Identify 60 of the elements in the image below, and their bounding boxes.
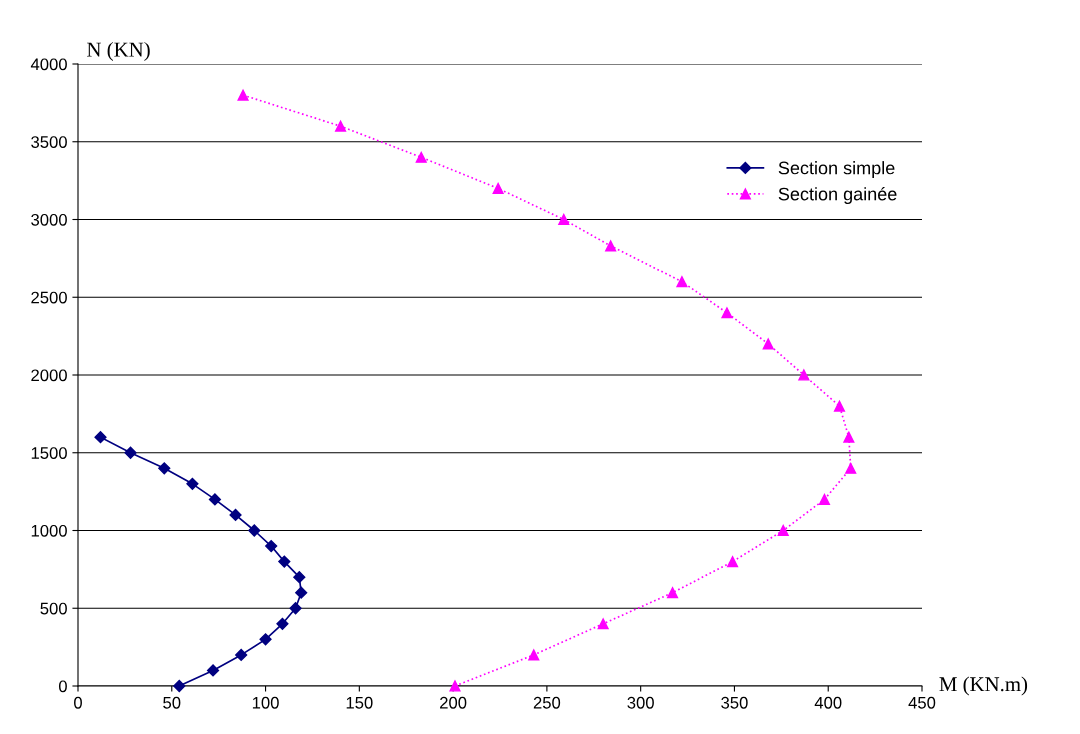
- point: [265, 539, 278, 553]
- x-tick-label: 350: [721, 696, 748, 709]
- x-tick-label: 300: [627, 696, 654, 709]
- point: [777, 524, 789, 537]
- point: [597, 618, 609, 630]
- point: [676, 276, 688, 288]
- point: [94, 431, 107, 444]
- y-tick-label: 4000: [30, 58, 67, 71]
- point: [528, 649, 540, 661]
- point: [727, 556, 739, 568]
- point: [335, 120, 347, 132]
- point: [843, 431, 855, 443]
- x-tick-label: 450: [908, 696, 936, 709]
- point: [289, 602, 302, 615]
- point: [818, 493, 831, 505]
- point: [158, 462, 171, 475]
- point: [208, 493, 222, 506]
- point: [415, 151, 427, 163]
- y-tick-label: 3000: [31, 213, 67, 226]
- point: [278, 555, 291, 568]
- point: [229, 508, 242, 522]
- point: [721, 307, 733, 319]
- point: [248, 524, 261, 537]
- y-tick-label: 500: [40, 602, 67, 615]
- y-tick-label: 1500: [31, 447, 67, 459]
- point: [449, 680, 461, 692]
- point: [492, 182, 504, 194]
- x-tick-label: 0: [74, 696, 82, 709]
- x-tick-label: 150: [346, 696, 373, 709]
- legend-label: Section simple: [778, 161, 895, 178]
- point: [558, 213, 570, 226]
- y-tick-label: 2500: [31, 291, 67, 304]
- point: [206, 664, 220, 677]
- x-tick-label: 50: [163, 696, 181, 709]
- x-axis-title: M (KN.m): [939, 676, 1028, 696]
- x-tick-label: 400: [814, 696, 842, 709]
- x-tick-label: 100: [252, 696, 279, 709]
- legend-label: Section gainée: [778, 186, 897, 205]
- y-tick-label: 3500: [31, 136, 67, 148]
- point: [235, 648, 248, 661]
- y-axis-title: N (KN): [87, 42, 150, 61]
- y-tick-label: 1000: [31, 524, 67, 537]
- x-tick-label: 200: [440, 696, 467, 709]
- point: [276, 617, 289, 630]
- point: [605, 240, 617, 252]
- point: [259, 633, 272, 646]
- point: [293, 571, 306, 584]
- point: [845, 462, 857, 474]
- point: [237, 89, 249, 101]
- x-tick-label: 250: [533, 696, 561, 709]
- point: [295, 586, 308, 599]
- point: [833, 400, 846, 412]
- point: [124, 446, 137, 459]
- point: [666, 587, 679, 599]
- y-tick-label: 0: [58, 680, 67, 693]
- point: [173, 679, 186, 693]
- point: [798, 369, 810, 381]
- point: [186, 477, 199, 490]
- point: [762, 338, 774, 350]
- y-tick-label: 2000: [31, 369, 67, 382]
